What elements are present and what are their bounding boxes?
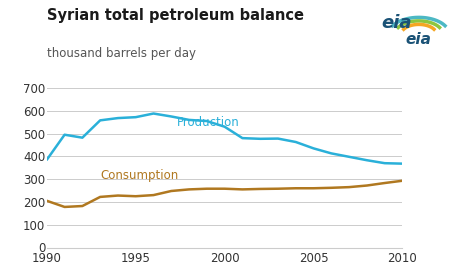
Text: eia: eia [381, 14, 412, 32]
Text: Production: Production [176, 116, 239, 129]
Text: thousand barrels per day: thousand barrels per day [47, 47, 196, 60]
Text: eia: eia [406, 32, 432, 47]
Text: Syrian total petroleum balance: Syrian total petroleum balance [47, 8, 304, 23]
Text: Consumption: Consumption [100, 169, 178, 182]
